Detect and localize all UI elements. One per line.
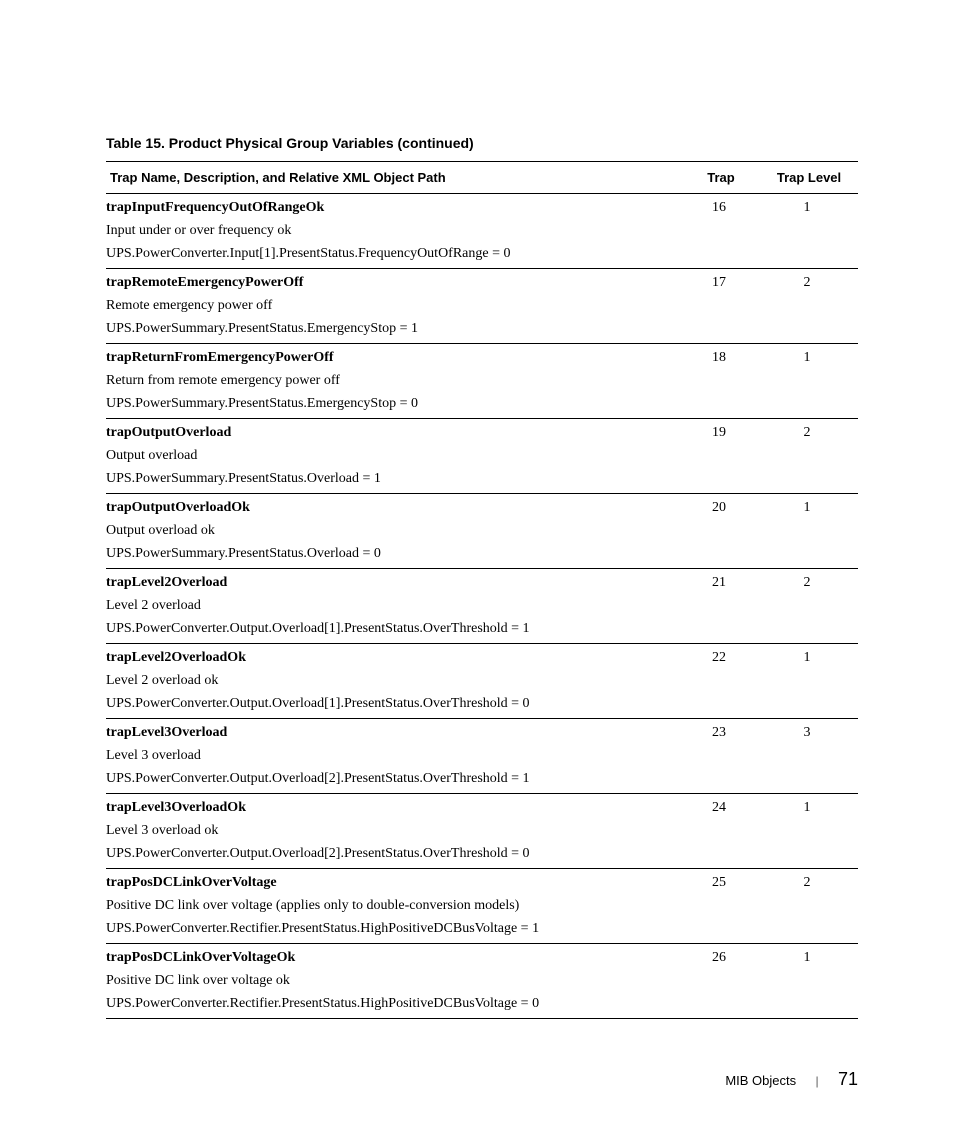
trap-xml-path: UPS.PowerSummary.PresentStatus.Overload … — [106, 543, 682, 569]
table-row: Input under or over frequency ok — [106, 220, 858, 243]
table-row: trapLevel2OverloadOk221 — [106, 644, 858, 671]
table-row: trapPosDCLinkOverVoltage252 — [106, 869, 858, 896]
page-footer: MIB Objects | 71 — [725, 1069, 858, 1090]
trap-number: 20 — [682, 494, 760, 521]
table-row: trapOutputOverloadOk201 — [106, 494, 858, 521]
document-page: Table 15. Product Physical Group Variabl… — [0, 0, 954, 1145]
table-row: UPS.PowerConverter.Output.Overload[1].Pr… — [106, 618, 858, 644]
header-trap: Trap — [682, 162, 760, 194]
trap-description: Level 3 overload ok — [106, 820, 682, 843]
trap-xml-path: UPS.PowerConverter.Rectifier.PresentStat… — [106, 918, 682, 944]
trap-name: trapLevel2OverloadOk — [106, 644, 682, 671]
trap-xml-path: UPS.PowerConverter.Output.Overload[2].Pr… — [106, 768, 682, 794]
trap-table: Trap Name, Description, and Relative XML… — [106, 161, 858, 1019]
trap-number: 26 — [682, 944, 760, 971]
trap-description: Positive DC link over voltage (applies o… — [106, 895, 682, 918]
trap-xml-path: UPS.PowerConverter.Output.Overload[2].Pr… — [106, 843, 682, 869]
trap-number: 19 — [682, 419, 760, 446]
trap-name: trapPosDCLinkOverVoltageOk — [106, 944, 682, 971]
table-row: trapOutputOverload192 — [106, 419, 858, 446]
trap-number: 17 — [682, 269, 760, 296]
trap-xml-path: UPS.PowerConverter.Rectifier.PresentStat… — [106, 993, 682, 1019]
trap-xml-path: UPS.PowerConverter.Output.Overload[1].Pr… — [106, 693, 682, 719]
trap-description: Return from remote emergency power off — [106, 370, 682, 393]
trap-level: 2 — [760, 269, 858, 296]
table-row: Level 2 overload — [106, 595, 858, 618]
table-row: UPS.PowerConverter.Rectifier.PresentStat… — [106, 993, 858, 1019]
trap-name: trapOutputOverloadOk — [106, 494, 682, 521]
trap-name: trapPosDCLinkOverVoltage — [106, 869, 682, 896]
trap-description: Input under or over frequency ok — [106, 220, 682, 243]
table-row: Positive DC link over voltage ok — [106, 970, 858, 993]
table-row: UPS.PowerConverter.Output.Overload[2].Pr… — [106, 843, 858, 869]
table-row: UPS.PowerSummary.PresentStatus.Emergency… — [106, 393, 858, 419]
trap-number: 25 — [682, 869, 760, 896]
trap-number: 16 — [682, 194, 760, 221]
table-row: UPS.PowerConverter.Output.Overload[1].Pr… — [106, 693, 858, 719]
table-row: trapReturnFromEmergencyPowerOff181 — [106, 344, 858, 371]
trap-number: 24 — [682, 794, 760, 821]
trap-description: Output overload ok — [106, 520, 682, 543]
table-row: Level 3 overload ok — [106, 820, 858, 843]
table-row: Level 2 overload ok — [106, 670, 858, 693]
trap-number: 22 — [682, 644, 760, 671]
table-row: UPS.PowerConverter.Input[1].PresentStatu… — [106, 243, 858, 269]
trap-level: 1 — [760, 944, 858, 971]
table-row: Output overload ok — [106, 520, 858, 543]
trap-level: 2 — [760, 869, 858, 896]
table-caption: Table 15. Product Physical Group Variabl… — [106, 135, 858, 151]
footer-separator: | — [816, 1073, 819, 1088]
trap-xml-path: UPS.PowerSummary.PresentStatus.Emergency… — [106, 393, 682, 419]
table-row: trapInputFrequencyOutOfRangeOk161 — [106, 194, 858, 221]
trap-name: trapReturnFromEmergencyPowerOff — [106, 344, 682, 371]
trap-xml-path: UPS.PowerConverter.Input[1].PresentStatu… — [106, 243, 682, 269]
table-row: Level 3 overload — [106, 745, 858, 768]
trap-name: trapInputFrequencyOutOfRangeOk — [106, 194, 682, 221]
trap-name: trapLevel3Overload — [106, 719, 682, 746]
trap-level: 1 — [760, 644, 858, 671]
table-row: UPS.PowerConverter.Output.Overload[2].Pr… — [106, 768, 858, 794]
trap-level: 1 — [760, 344, 858, 371]
trap-xml-path: UPS.PowerSummary.PresentStatus.Emergency… — [106, 318, 682, 344]
trap-number: 23 — [682, 719, 760, 746]
trap-description: Level 2 overload — [106, 595, 682, 618]
trap-level: 1 — [760, 194, 858, 221]
trap-description: Level 3 overload — [106, 745, 682, 768]
table-row: Output overload — [106, 445, 858, 468]
trap-level: 2 — [760, 419, 858, 446]
table-header-row: Trap Name, Description, and Relative XML… — [106, 162, 858, 194]
footer-section: MIB Objects — [725, 1073, 796, 1088]
trap-level: 1 — [760, 494, 858, 521]
table-row: Return from remote emergency power off — [106, 370, 858, 393]
trap-level: 1 — [760, 794, 858, 821]
table-row: UPS.PowerSummary.PresentStatus.Overload … — [106, 468, 858, 494]
table-row: Positive DC link over voltage (applies o… — [106, 895, 858, 918]
table-row: UPS.PowerSummary.PresentStatus.Overload … — [106, 543, 858, 569]
table-row: UPS.PowerSummary.PresentStatus.Emergency… — [106, 318, 858, 344]
trap-description: Output overload — [106, 445, 682, 468]
trap-number: 18 — [682, 344, 760, 371]
table-row: trapPosDCLinkOverVoltageOk261 — [106, 944, 858, 971]
table-row: trapLevel3Overload233 — [106, 719, 858, 746]
trap-name: trapLevel2Overload — [106, 569, 682, 596]
trap-name: trapRemoteEmergencyPowerOff — [106, 269, 682, 296]
trap-xml-path: UPS.PowerSummary.PresentStatus.Overload … — [106, 468, 682, 494]
trap-name: trapOutputOverload — [106, 419, 682, 446]
table-row: trapRemoteEmergencyPowerOff172 — [106, 269, 858, 296]
trap-level: 2 — [760, 569, 858, 596]
trap-number: 21 — [682, 569, 760, 596]
header-trap-name: Trap Name, Description, and Relative XML… — [106, 162, 682, 194]
trap-description: Remote emergency power off — [106, 295, 682, 318]
trap-xml-path: UPS.PowerConverter.Output.Overload[1].Pr… — [106, 618, 682, 644]
header-trap-level: Trap Level — [760, 162, 858, 194]
table-row: UPS.PowerConverter.Rectifier.PresentStat… — [106, 918, 858, 944]
trap-description: Level 2 overload ok — [106, 670, 682, 693]
trap-description: Positive DC link over voltage ok — [106, 970, 682, 993]
table-row: trapLevel2Overload212 — [106, 569, 858, 596]
trap-name: trapLevel3OverloadOk — [106, 794, 682, 821]
table-row: trapLevel3OverloadOk241 — [106, 794, 858, 821]
trap-level: 3 — [760, 719, 858, 746]
table-row: Remote emergency power off — [106, 295, 858, 318]
footer-page-number: 71 — [838, 1069, 858, 1089]
